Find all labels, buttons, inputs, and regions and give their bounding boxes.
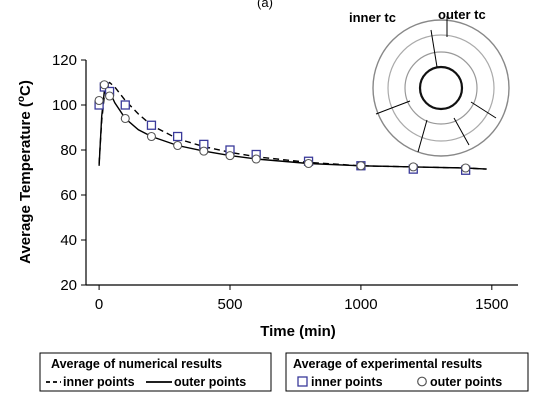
inset-outer-tc-label: outer tc: [438, 7, 486, 22]
x-tick-label: 0: [95, 296, 103, 313]
experimental-inner-point: [120, 100, 130, 110]
experimental-outer-point: [105, 91, 115, 101]
y-tick-label: 60: [60, 187, 77, 204]
x-tick-label: 500: [217, 296, 242, 313]
experimental-outer-point: [303, 158, 314, 169]
legend-numerical-title: Average of numerical results: [51, 357, 222, 371]
y-tick-label: 80: [60, 142, 77, 159]
experimental-outer-point: [225, 151, 235, 161]
experimental-inner-point: [146, 120, 157, 130]
numerical-outer-line: [98, 85, 487, 170]
y-label-degree: o: [16, 96, 27, 102]
series-layer: [98, 81, 487, 170]
inset-inner-tc-label: inner tc: [349, 10, 396, 25]
legend-numerical-outer-label: outer points: [174, 375, 246, 389]
experimental-outer-point: [99, 80, 109, 90]
y-tick-label: 100: [52, 97, 77, 114]
experimental-outer-point: [356, 161, 366, 171]
legend-numerical: Average of numerical results inner point…: [39, 352, 272, 392]
legend-experimental: Average of experimental results inner po…: [285, 352, 529, 392]
inset-inner-ring: [404, 51, 478, 125]
x-tick-group: 0 500 1000 1500: [95, 285, 509, 313]
legend-experimental-title: Average of experimental results: [293, 357, 482, 371]
y-axis-label: Average Temperature (oC): [16, 80, 34, 264]
inset-hole: [418, 65, 464, 111]
y-tick-group: 20 40 60 80 100 120: [52, 52, 86, 294]
legend-experimental-square-swatch: [297, 376, 308, 387]
inset-right-arrow: [470, 101, 497, 119]
legend-experimental-inner-label: inner points: [311, 375, 383, 389]
y-label-unit: C): [17, 80, 34, 96]
legend-experimental-box: [285, 352, 529, 392]
x-tick-label: 1000: [344, 296, 377, 313]
y-tick-label: 40: [60, 232, 77, 249]
experimental-outer-point: [120, 113, 130, 124]
x-tick-label: 1500: [475, 296, 508, 313]
experimental-inner-point: [172, 131, 183, 142]
y-tick-label: 120: [52, 52, 77, 69]
experimental-outer-point: [251, 154, 261, 164]
marker-layer: [94, 80, 471, 175]
legend-experimental-outer-label: outer points: [430, 375, 502, 389]
experimental-outer-point: [173, 140, 183, 151]
inset-bottom-left-arrow: [417, 119, 428, 153]
experimental-outer-point: [94, 95, 104, 106]
x-axis-label: Time (min): [260, 323, 336, 340]
inset-middle-ring: [387, 34, 495, 142]
experimental-outer-point: [461, 163, 471, 173]
plot-axes: [85, 60, 518, 286]
inset-left-arrow: [375, 100, 411, 115]
experimental-outer-point: [199, 146, 209, 156]
thermocouple-inset-diagram: inner tc outer tc: [349, 7, 510, 157]
numerical-inner-line: [98, 81, 487, 170]
inset-bottom-right-arrow: [453, 117, 470, 146]
legend-numerical-box: [39, 352, 272, 392]
inset-outer-ring: [372, 19, 510, 157]
legend-numerical-inner-label: inner points: [63, 375, 135, 389]
y-label-main: Average Temperature (: [17, 102, 34, 264]
experimental-outer-point: [146, 131, 157, 142]
panel-label: (a): [257, 0, 273, 10]
legend-experimental-circle-swatch: [417, 376, 427, 387]
inset-inner-tc-arrow: [430, 29, 438, 68]
experimental-outer-point: [408, 162, 418, 172]
y-tick-label: 20: [60, 277, 77, 294]
